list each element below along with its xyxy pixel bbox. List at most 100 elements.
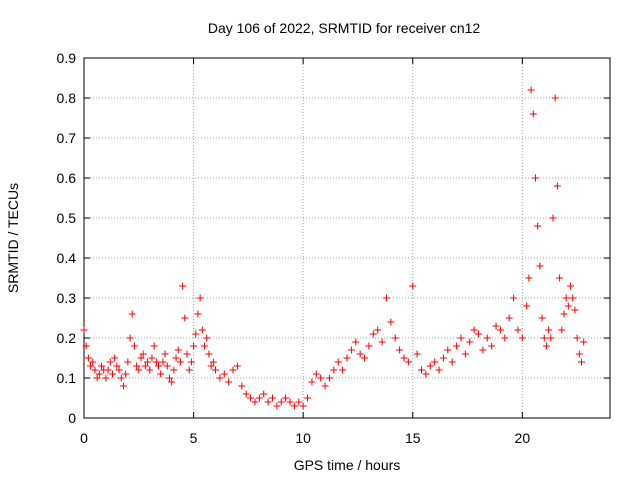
data-point [378, 338, 386, 346]
data-point [365, 342, 373, 350]
data-point [196, 294, 204, 302]
data-point [578, 358, 586, 366]
data-point [382, 294, 390, 302]
data-point [155, 362, 163, 370]
data-point [268, 394, 276, 402]
data-point [181, 314, 189, 322]
data-point [95, 370, 103, 378]
data-point [466, 338, 474, 346]
data-point [203, 334, 211, 342]
data-point [148, 354, 156, 362]
data-point [192, 330, 200, 338]
data-point [91, 366, 99, 374]
data-point [525, 274, 533, 282]
data-point [575, 350, 583, 358]
data-point [124, 358, 132, 366]
y-tick-label: 0.8 [57, 90, 77, 106]
data-point [356, 350, 364, 358]
data-point [339, 366, 347, 374]
y-tick-label: 0.2 [57, 330, 77, 346]
data-point [448, 358, 456, 366]
data-point [295, 398, 303, 406]
data-point [137, 354, 145, 362]
data-point [251, 398, 259, 406]
data-point [233, 362, 241, 370]
data-point [343, 354, 351, 362]
data-point [571, 306, 579, 314]
data-point [569, 294, 577, 302]
data-point [317, 374, 325, 382]
data-point [404, 358, 412, 366]
data-point [126, 334, 134, 342]
data-point [422, 370, 430, 378]
data-point [435, 366, 443, 374]
data-point [115, 366, 123, 374]
data-point [146, 366, 154, 374]
data-point [461, 350, 469, 358]
data-point [510, 294, 518, 302]
chart-title: Day 106 of 2022, SRMTID for receiver cn1… [208, 20, 481, 36]
data-point [545, 326, 553, 334]
data-point [87, 362, 95, 370]
data-point [113, 362, 121, 370]
data-point [159, 358, 167, 366]
data-point [111, 354, 119, 362]
data-point [514, 326, 522, 334]
y-tick-label: 0 [68, 410, 76, 426]
data-point [536, 262, 544, 270]
data-point [299, 402, 307, 410]
data-point [518, 334, 526, 342]
data-point [238, 382, 246, 390]
data-point [391, 334, 399, 342]
data-point [409, 282, 417, 290]
data-point [207, 362, 215, 370]
data-point [277, 398, 285, 406]
y-tick-label: 0.4 [57, 250, 77, 266]
data-point [157, 370, 165, 378]
data-point [538, 314, 546, 322]
axis-ticks: 0 0.1 0.2 0.3 0.4 0.5 0.6 0.7 0.8 0.9 0 5 10 15 20 [57, 50, 610, 446]
data-point [139, 350, 147, 358]
data-point [475, 330, 482, 338]
x-tick-label: 5 [190, 430, 198, 446]
data-point [172, 354, 180, 362]
data-point [179, 282, 187, 290]
data-point [321, 382, 329, 390]
data-point [564, 302, 572, 310]
data-point [553, 182, 561, 190]
data-point [352, 338, 360, 346]
data-point [212, 366, 219, 374]
x-axis-label: GPS time / hours [294, 457, 401, 473]
data-point [229, 366, 237, 374]
data-point [534, 222, 542, 230]
data-point [439, 354, 447, 362]
data-point [205, 350, 213, 358]
data-point [163, 362, 171, 370]
data-point [135, 366, 143, 374]
data-point [216, 374, 224, 382]
data-point [551, 94, 559, 102]
y-tick-label: 0.6 [57, 170, 77, 186]
x-tick-label: 15 [405, 430, 421, 446]
data-point [161, 350, 169, 358]
data-point [531, 174, 539, 182]
data-point [470, 326, 478, 334]
data-point [150, 342, 158, 350]
data-point [347, 346, 355, 354]
data-point [141, 362, 149, 370]
data-point [255, 394, 263, 402]
data-point [567, 282, 575, 290]
data-point [558, 326, 566, 334]
data-point [426, 362, 434, 370]
data-point [374, 326, 382, 334]
data-point [312, 370, 320, 378]
data-point [413, 350, 421, 358]
x-tick-label: 10 [295, 430, 311, 446]
data-point [102, 374, 110, 382]
data-point [128, 310, 136, 318]
data-point [183, 350, 191, 358]
data-point [273, 402, 281, 410]
data-point [247, 394, 255, 402]
